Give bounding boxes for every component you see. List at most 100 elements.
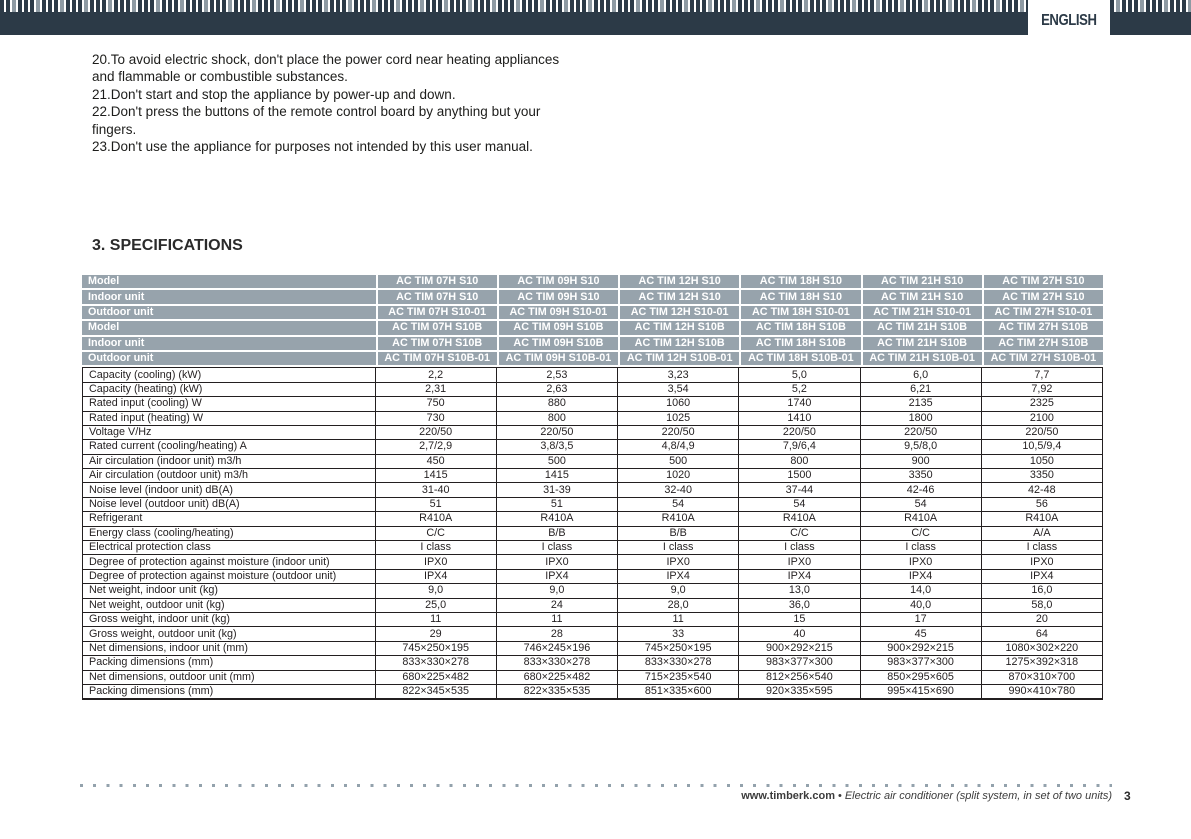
- spec-cell: 29: [375, 627, 497, 642]
- spec-cell: 500: [496, 454, 619, 470]
- spec-cell: 833×330×278: [496, 656, 619, 671]
- spec-cell: 42-46: [860, 483, 982, 498]
- spec-cell: AC TIM 12H S10B-01: [618, 351, 740, 368]
- spec-cell: IPX0: [618, 555, 740, 570]
- spec-cell: 45: [860, 627, 982, 642]
- spec-cell: 2325: [981, 397, 1103, 412]
- spec-cell: 6,21: [860, 382, 982, 398]
- spec-cell: C/C: [739, 526, 861, 542]
- spec-row: Gross weight, indoor unit (kg) 11 11 11 15 17…: [82, 612, 1103, 628]
- spec-cell: IPX4: [981, 569, 1103, 585]
- spec-cell: C/C: [375, 526, 497, 542]
- spec-row-label: Energy class (cooling/heating): [82, 526, 376, 542]
- specifications-table-wrap: Model AC TIM 07H S10 AC TIM 09H S10 AC TIM …: [82, 275, 1103, 701]
- spec-row-label: Indoor unit: [82, 336, 376, 352]
- spec-cell: AC TIM 12H S10-01: [618, 305, 740, 322]
- spec-table-body: Capacity (cooling) (kW) 2,2 2,53 3,23 5,0 6,0…: [82, 367, 1103, 701]
- spec-cell: AC TIM 18H S10: [739, 290, 861, 306]
- spec-row-label: Packing dimensions (mm): [82, 656, 376, 671]
- spec-cell: IPX4: [496, 569, 619, 585]
- page-number: 3: [1124, 789, 1131, 803]
- spec-row-label: Capacity (cooling) (kW): [82, 367, 376, 383]
- spec-row-label: Rated input (heating) W: [82, 411, 376, 426]
- footer-separator: •: [837, 790, 842, 802]
- spec-cell: C/C: [860, 526, 982, 542]
- spec-cell: 870×310×700: [981, 670, 1103, 685]
- spec-cell: 680×225×482: [375, 670, 497, 685]
- spec-cell: 3350: [981, 469, 1103, 484]
- spec-cell: 2,53: [496, 367, 619, 383]
- top-decorative-bar: ENGLISH: [0, 0, 1191, 35]
- spec-row: Voltage V/Hz 220/50 220/50 220/50 220/50 220/…: [82, 425, 1103, 441]
- spec-row-label: Outdoor unit: [82, 305, 376, 322]
- spec-cell: 11: [375, 612, 497, 628]
- spec-cell: 822×345×535: [375, 684, 497, 701]
- spec-cell: 880: [496, 397, 619, 412]
- spec-cell: AC TIM 18H S10B-01: [739, 351, 861, 368]
- spec-cell: 2,63: [496, 382, 619, 398]
- spec-cell: 5,0: [739, 367, 861, 383]
- instruction-item: 23.Don't use the appliance for purposes …: [92, 139, 533, 155]
- spec-row: Capacity (cooling) (kW) 2,2 2,53 3,23 5,0 6,0…: [82, 367, 1103, 383]
- spec-cell: 1500: [739, 469, 861, 484]
- spec-row-label: Net weight, indoor unit (kg): [82, 584, 376, 599]
- spec-cell: 25,0: [375, 598, 497, 613]
- spec-cell: 822×335×535: [496, 684, 619, 701]
- spec-cell: IPX0: [496, 555, 619, 570]
- spec-cell: 1410: [739, 411, 861, 426]
- spec-cell: 2,7/2,9: [375, 440, 497, 455]
- spec-cell: 800: [496, 411, 619, 426]
- spec-cell: 730: [375, 411, 497, 426]
- spec-cell: 31-39: [496, 483, 619, 498]
- spec-cell: AC TIM 12H S10B: [618, 321, 740, 337]
- spec-cell: R410A: [981, 512, 1103, 527]
- spec-row: Degree of protection against moisture (i…: [82, 555, 1103, 570]
- spec-cell: 64: [981, 627, 1103, 642]
- specifications-table: Model AC TIM 07H S10 AC TIM 09H S10 AC TIM …: [82, 275, 1103, 701]
- spec-row: Noise level (indoor unit) dB(A) 31-40 31-3…: [82, 483, 1103, 498]
- spec-cell: AC TIM 12H S10: [618, 290, 740, 306]
- spec-cell: 31-40: [375, 483, 497, 498]
- safety-instructions: 20.To avoid electric shock, don't place …: [92, 51, 582, 155]
- spec-cell: AC TIM 21H S10: [860, 275, 982, 291]
- spec-row: Air circulation (outdoor unit) m3/h 1415 1…: [82, 469, 1103, 484]
- spec-cell: IPX4: [860, 569, 982, 585]
- spec-row: Packing dimensions (mm) 833×330×278 833×33…: [82, 656, 1103, 671]
- spec-header-row: Model AC TIM 07H S10B AC TIM 09H S10B AC TI…: [82, 321, 1103, 337]
- spec-cell: 9,0: [375, 584, 497, 599]
- spec-cell: 1275×392×318: [981, 656, 1103, 671]
- spec-row-label: Packing dimensions (mm): [82, 684, 376, 701]
- footer-website: www.timberk.com: [741, 790, 835, 802]
- spec-cell: 220/50: [860, 425, 982, 441]
- spec-cell: 7,9/6,4: [739, 440, 861, 455]
- spec-cell: IPX4: [375, 569, 497, 585]
- spec-cell: 3,8/3,5: [496, 440, 619, 455]
- spec-row-label: Electrical protection class: [82, 541, 376, 556]
- spec-cell: 6,0: [860, 367, 982, 383]
- spec-cell: 983×377×300: [739, 656, 861, 671]
- spec-cell: 36,0: [739, 598, 861, 613]
- spec-cell: 2100: [981, 411, 1103, 426]
- spec-row-label: Model: [82, 275, 376, 291]
- spec-cell: R410A: [375, 512, 497, 527]
- spec-cell: 450: [375, 454, 497, 470]
- spec-header-row: Model AC TIM 07H S10 AC TIM 09H S10 AC TIM …: [82, 275, 1103, 291]
- spec-cell: R410A: [496, 512, 619, 527]
- spec-header-row: Outdoor unit AC TIM 07H S10-01 AC TIM 09H …: [82, 305, 1103, 322]
- spec-cell: AC TIM 21H S10B: [860, 321, 982, 337]
- spec-cell: AC TIM 09H S10: [496, 290, 619, 306]
- spec-cell: B/B: [496, 526, 619, 542]
- spec-cell: 56: [981, 497, 1103, 513]
- spec-cell: AC TIM 18H S10B: [739, 321, 861, 337]
- spec-cell: I class: [981, 541, 1103, 556]
- spec-row-label: Net weight, outdoor unit (kg): [82, 598, 376, 613]
- spec-cell: 920×335×595: [739, 684, 861, 701]
- spec-cell: 13,0: [739, 584, 861, 599]
- spec-cell: IPX0: [375, 555, 497, 570]
- spec-cell: R410A: [739, 512, 861, 527]
- spec-cell: 220/50: [496, 425, 619, 441]
- spec-cell: 1740: [739, 397, 861, 412]
- spec-row: Net dimensions, indoor unit (mm) 745×250×…: [82, 641, 1103, 657]
- spec-row-label: Noise level (outdoor unit) dB(A): [82, 497, 376, 513]
